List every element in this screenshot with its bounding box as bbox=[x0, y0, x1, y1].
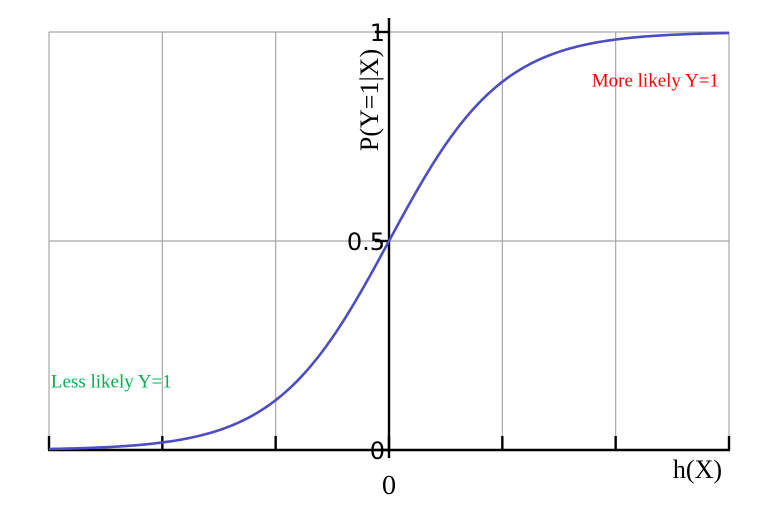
y-tick-label: 0 bbox=[370, 437, 385, 465]
axes bbox=[47, 18, 731, 458]
labels: P(Y=1|X) h(X) 0 0.5 1 0 More likely Y=1 Less … bbox=[51, 19, 722, 500]
y-axis-title: P(Y=1|X) bbox=[355, 49, 384, 151]
annotation-less-likely: Less likely Y=1 bbox=[51, 371, 172, 392]
x-tick-label: 0 bbox=[381, 472, 396, 500]
x-axis-title: h(X) bbox=[673, 455, 722, 484]
series bbox=[48, 31, 730, 451]
y-tick-label: 1 bbox=[370, 19, 385, 47]
sigmoid-curve bbox=[48, 31, 730, 451]
annotation-more-likely: More likely Y=1 bbox=[592, 70, 719, 91]
y-tick-label: 0.5 bbox=[347, 228, 385, 256]
